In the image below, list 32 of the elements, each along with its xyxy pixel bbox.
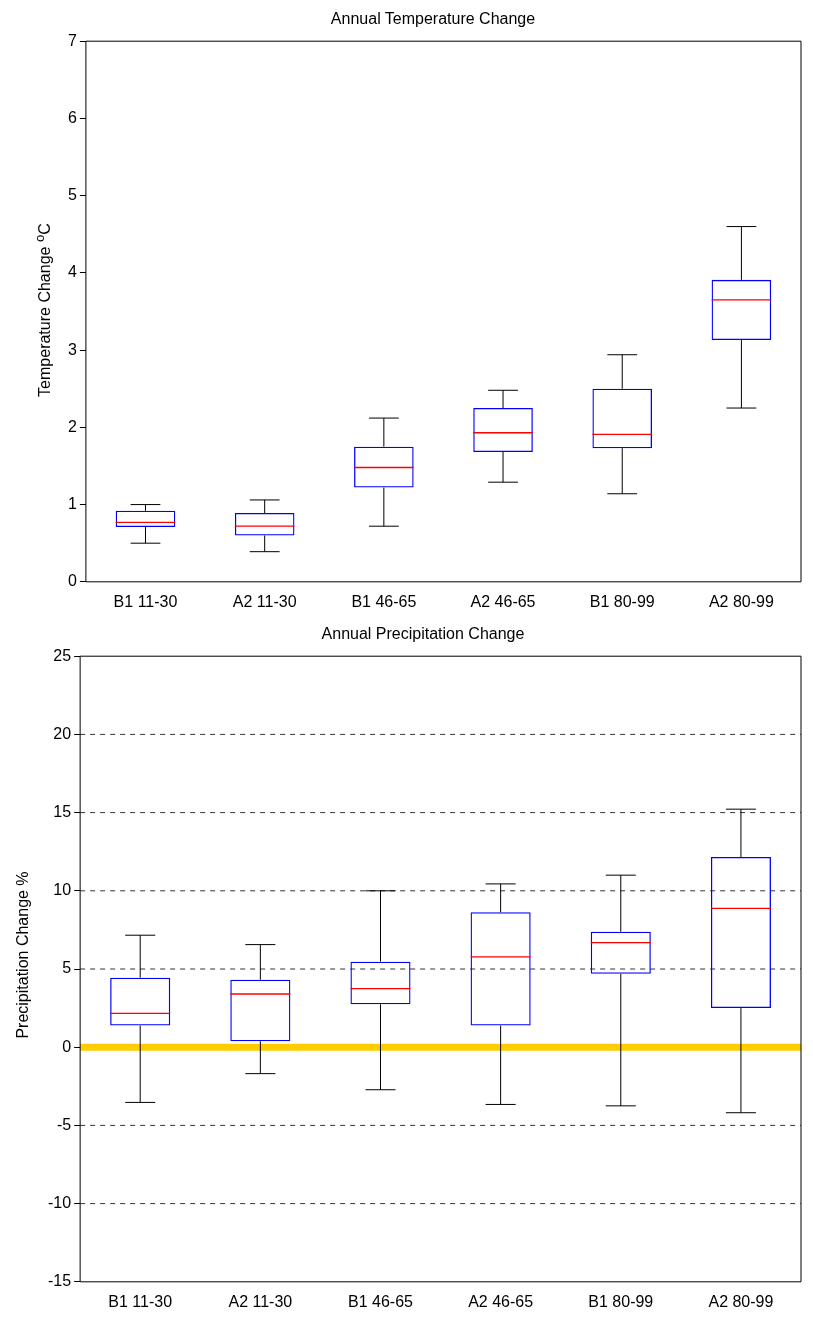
y-tick-label: 4 bbox=[67, 263, 77, 281]
y-axis-title: Precipitation Change % bbox=[14, 871, 32, 1039]
x-tick-label: A2 11-30 bbox=[232, 592, 297, 610]
y-tick-label: 10 bbox=[53, 881, 72, 899]
x-tick-label: B1 46-65 bbox=[348, 1292, 414, 1310]
x-tick-label: B1 80-99 bbox=[589, 592, 655, 610]
y-tick-label: 15 bbox=[53, 803, 72, 821]
y-tick-label: 25 bbox=[53, 646, 72, 664]
x-tick-label: A2 80-99 bbox=[708, 1292, 774, 1310]
chart-title: Annual Temperature Change bbox=[330, 10, 536, 28]
x-tick-label: A2 11-30 bbox=[228, 1292, 293, 1310]
x-tick-label: A2 46-65 bbox=[468, 1292, 534, 1310]
y-tick-label: 6 bbox=[67, 108, 77, 126]
y-tick-label: 20 bbox=[53, 724, 72, 742]
x-tick-label: B1 46-65 bbox=[351, 592, 417, 610]
y-tick-label: -5 bbox=[56, 1115, 72, 1133]
y-tick-label: 2 bbox=[67, 417, 77, 435]
y-tick-label: -15 bbox=[48, 1272, 72, 1290]
chart-title: Annual Precipitation Change bbox=[321, 625, 525, 643]
y-tick-label: 5 bbox=[62, 959, 72, 977]
y-tick-label: -10 bbox=[48, 1194, 72, 1212]
y-tick-label: 1 bbox=[67, 494, 77, 512]
y-tick-label: 0 bbox=[67, 572, 77, 590]
x-tick-label: B1 11-30 bbox=[108, 1292, 173, 1310]
y-tick-label: 0 bbox=[62, 1037, 72, 1055]
x-tick-label: B1 11-30 bbox=[113, 592, 178, 610]
x-tick-label: A2 80-99 bbox=[708, 592, 774, 610]
y-tick-label: 7 bbox=[67, 31, 77, 49]
y-tick-label: 5 bbox=[67, 186, 77, 204]
x-tick-label: B1 80-99 bbox=[588, 1292, 654, 1310]
x-tick-label: A2 46-65 bbox=[470, 592, 536, 610]
y-tick-label: 3 bbox=[67, 340, 77, 358]
